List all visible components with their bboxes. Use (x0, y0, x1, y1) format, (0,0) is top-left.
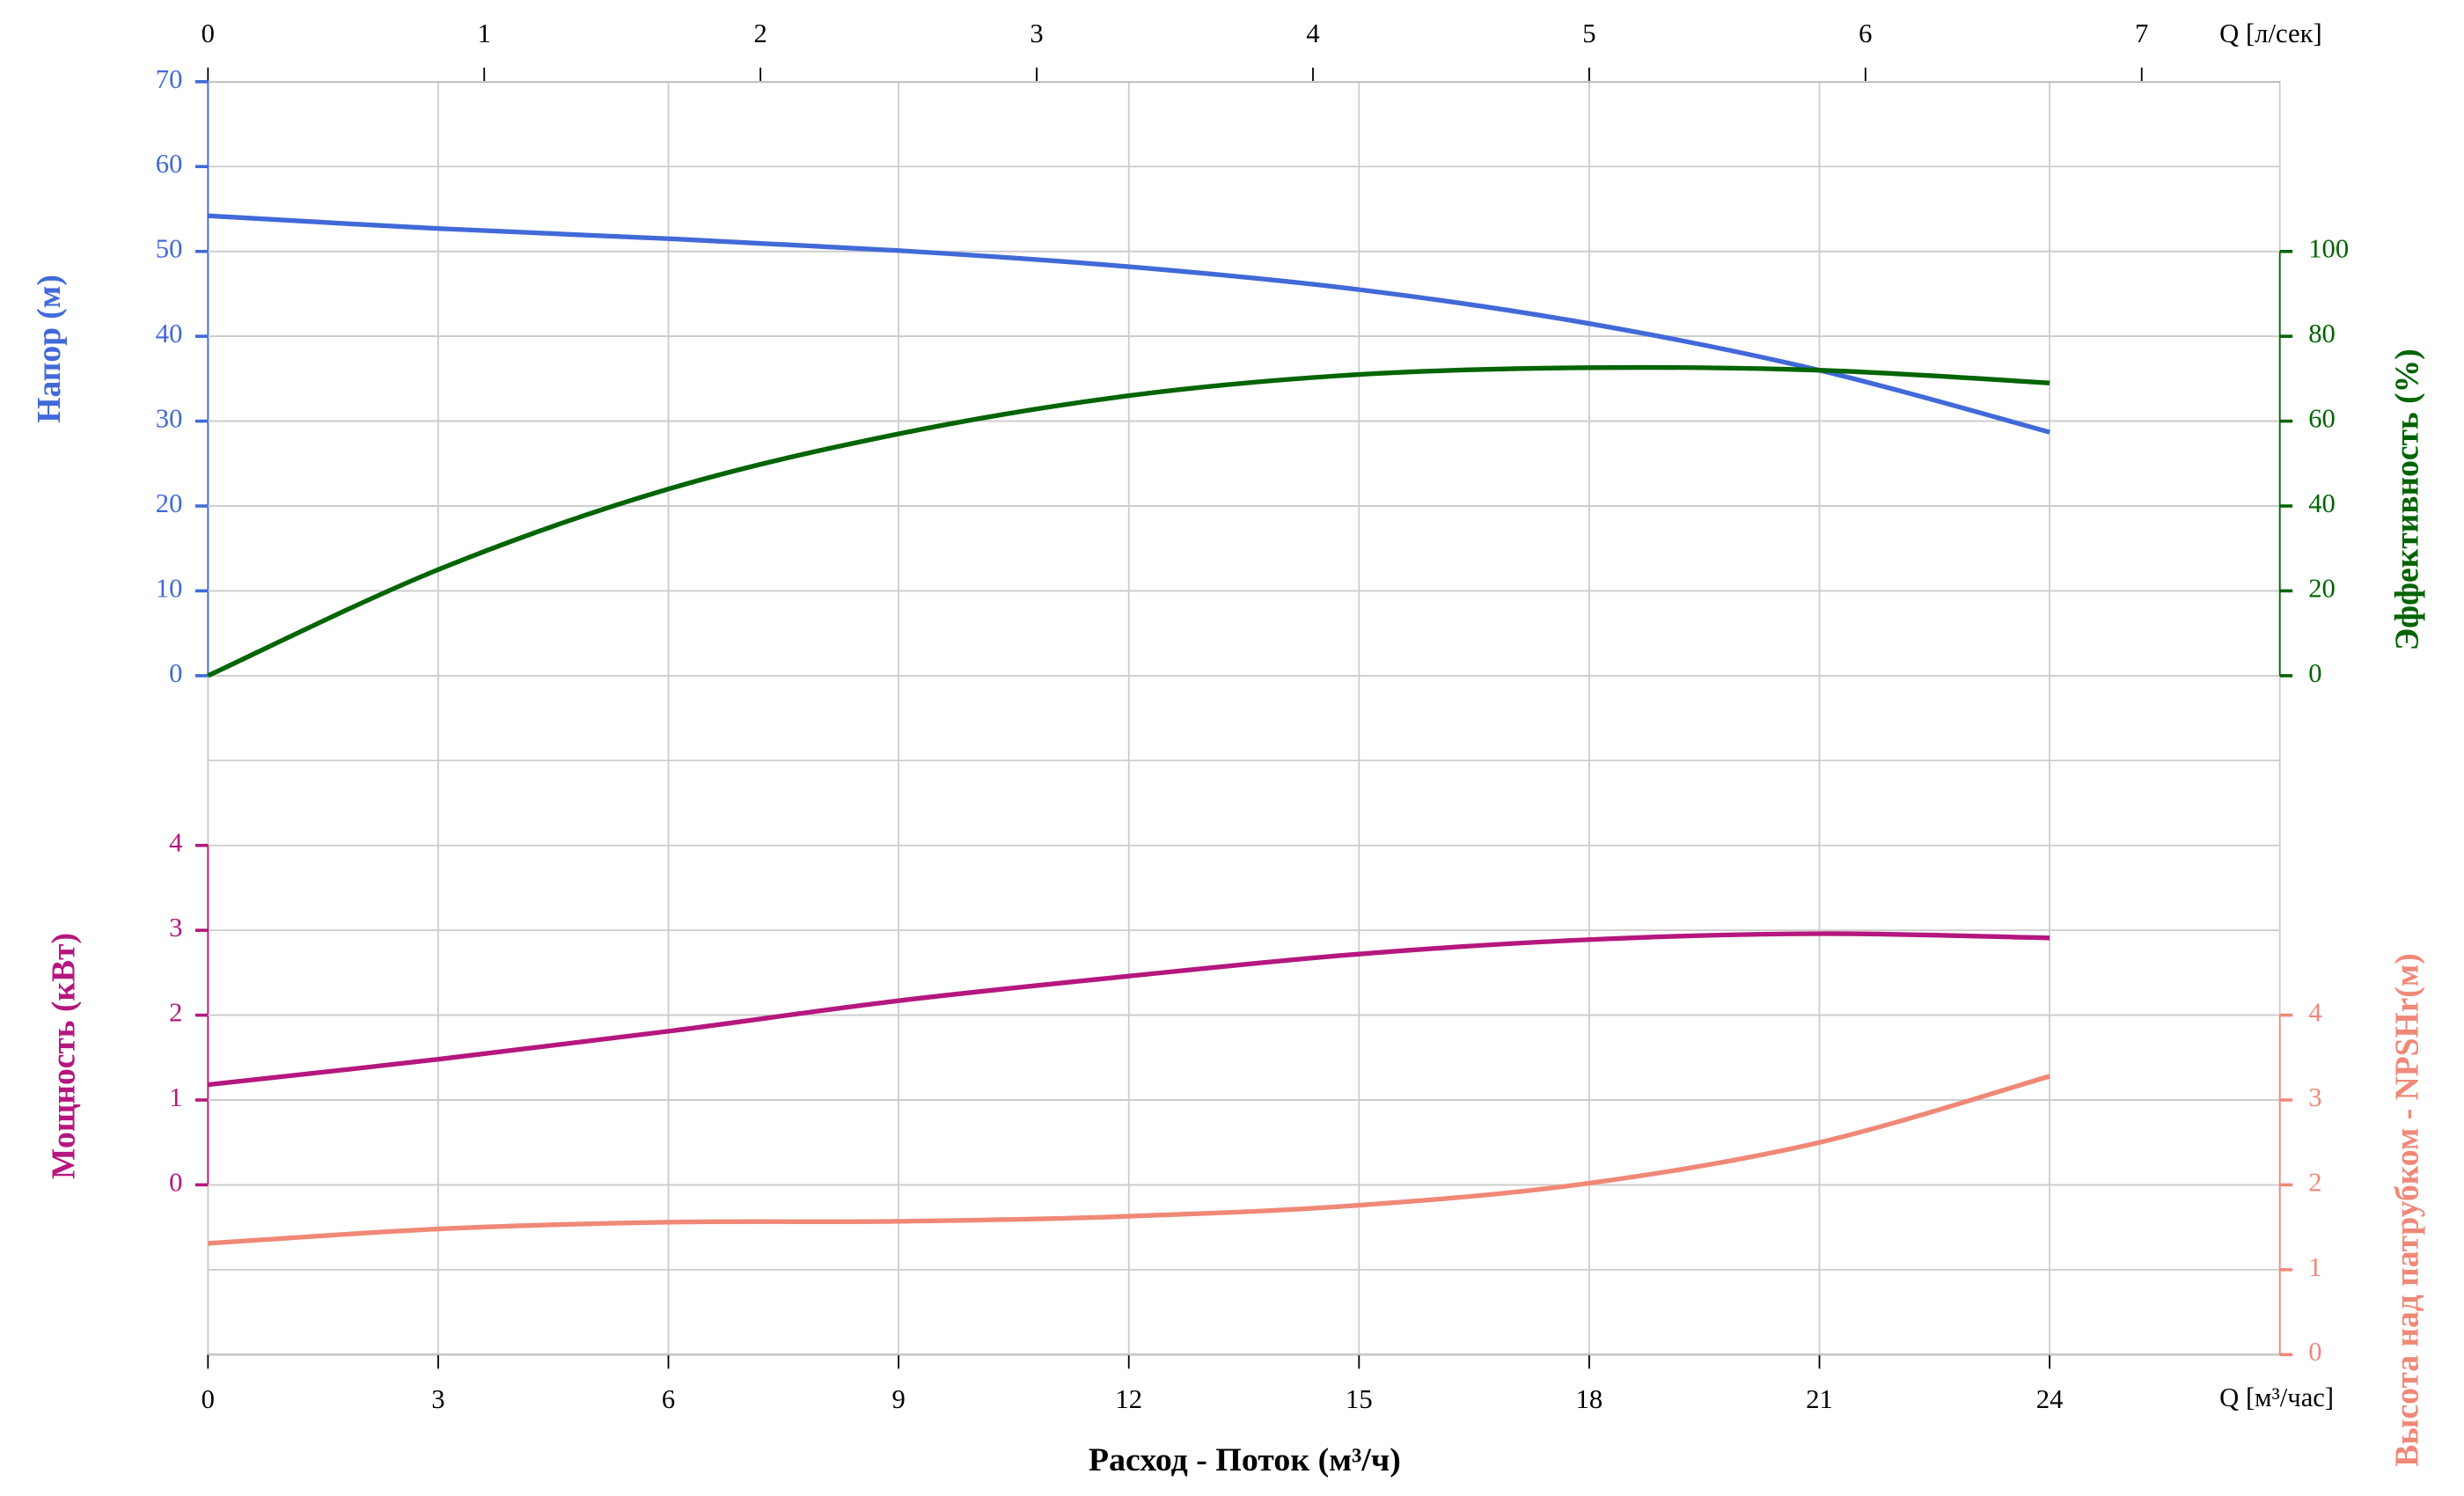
x-tick-label: 9 (891, 1384, 905, 1414)
x-tick-label: 3 (431, 1384, 444, 1414)
curve (208, 213, 2050, 435)
x-tick-label: 21 (1806, 1384, 1833, 1414)
x-tick-label: 24 (2036, 1384, 2064, 1414)
curve (207, 364, 2050, 678)
x-axis-title: Расход - Поток (м³/ч) (1089, 1441, 1401, 1478)
y2-axis-title: Эффективность (%) (2388, 348, 2425, 650)
y2-tick-label: 0 (2308, 658, 2321, 688)
x2-unit-label: Q [л/сек] (2219, 18, 2322, 48)
y-tick-label: 60 (156, 149, 183, 179)
x2-tick-label: 2 (754, 18, 767, 48)
y2-tick-label: 80 (2308, 319, 2336, 348)
x-tick-label: 0 (202, 1384, 215, 1414)
y4-tick-label: 4 (2308, 998, 2321, 1028)
y-tick-label: 10 (156, 574, 183, 604)
y2-tick-label: 100 (2308, 234, 2349, 264)
y3-axis-title: Мощность (кВт) (45, 933, 82, 1179)
x-tick-label: 6 (662, 1384, 675, 1414)
y2-tick-label: 20 (2308, 574, 2336, 604)
y4-tick-label: 3 (2308, 1082, 2321, 1112)
plot-frame (207, 80, 2281, 1356)
y2-tick-label: 40 (2308, 488, 2336, 518)
y2-tick-label: 60 (2308, 404, 2336, 434)
y4-tick-label: 0 (2308, 1337, 2321, 1367)
x2-tick-label: 4 (1306, 18, 1319, 48)
x2-tick-label: 6 (1859, 18, 1872, 48)
y3-tick-label: 4 (169, 828, 182, 858)
x2-tick-label: 5 (1582, 18, 1595, 48)
y3-tick-label: 1 (169, 1082, 182, 1112)
y4-tick-label: 2 (2308, 1168, 2321, 1198)
x-unit-label: Q [м³/час] (2219, 1382, 2334, 1412)
y3-tick-label: 3 (169, 913, 182, 942)
y3-tick-label: 0 (169, 1168, 182, 1198)
x2-tick-label: 0 (202, 18, 215, 48)
x2-tick-label: 1 (478, 18, 491, 48)
y-tick-label: 30 (156, 404, 183, 434)
y-tick-label: 0 (169, 658, 182, 688)
y-tick-label: 50 (156, 234, 183, 264)
y-tick-label: 70 (156, 64, 183, 94)
y4-tick-label: 1 (2308, 1252, 2321, 1282)
curve (208, 931, 2050, 1088)
y3-tick-label: 2 (169, 998, 182, 1028)
x2-tick-label: 7 (2135, 18, 2148, 48)
x-tick-label: 15 (1346, 1384, 1373, 1414)
y-tick-label: 20 (156, 488, 183, 518)
y4-axis-title: Высота над патрубком - NPSHr(м) (2388, 953, 2425, 1467)
curve (208, 1074, 2050, 1246)
y-axis-title: Напор (м) (31, 275, 68, 423)
x-tick-label: 18 (1576, 1384, 1603, 1414)
x2-tick-label: 3 (1030, 18, 1043, 48)
x-tick-label: 12 (1115, 1384, 1142, 1414)
y-tick-label: 40 (156, 319, 183, 348)
